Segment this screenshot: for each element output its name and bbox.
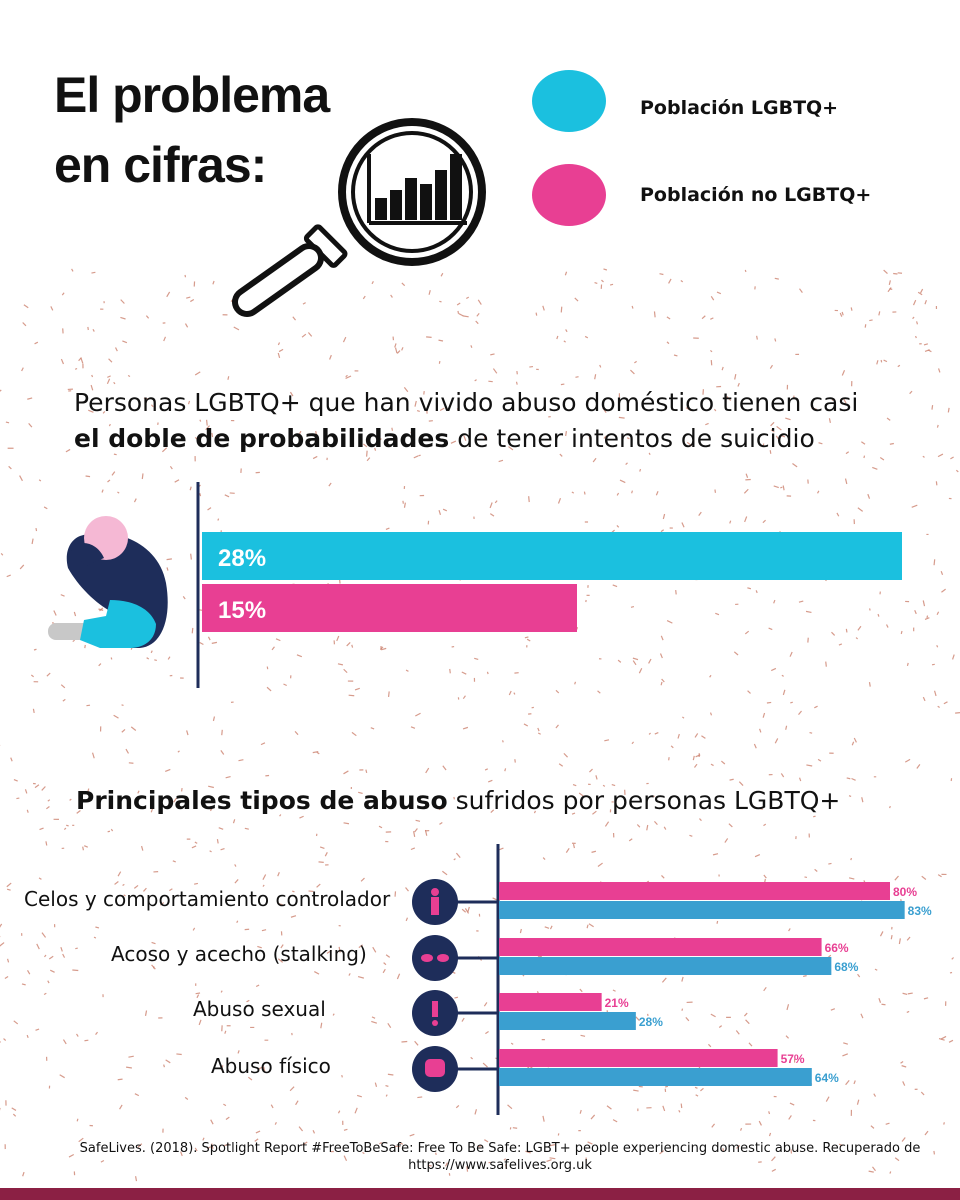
category-label-sexual-abuse: Abuso sexual (193, 997, 326, 1021)
bar-label-eyes-non-lgbtq: 66% (825, 941, 849, 955)
subtitle-end: de tener intentos de suicidio (457, 424, 815, 453)
bar-label-person-lgbtq: 83% (908, 904, 932, 918)
abuse-types-title-bold: Principales tipos de abuso (76, 786, 448, 815)
bar-eyes-non-lgbtq (499, 938, 822, 956)
subtitle-bold: el doble de probabilidades (74, 424, 450, 453)
abuse-types-bar-chart: 80% 66% 21% 57% 83% 68% 28% 64% (412, 844, 932, 1115)
subtitle-line-1: Personas LGBTQ+ que han vivido abuso dom… (74, 388, 859, 417)
page-title: El problema en cifras: (54, 60, 330, 200)
source-footer: SafeLives. (2018). Spotlight Report #Fre… (40, 1140, 960, 1174)
bar-lgbtq (202, 532, 902, 580)
bar-fist-non-lgbtq (499, 1049, 778, 1067)
magnifier-chart-icon (232, 118, 486, 317)
bar-label-eyes-lgbtq: 68% (834, 960, 858, 974)
bar-label-exclamation-lgbtq: 28% (639, 1015, 663, 1029)
legend-non-lgbtq-dot (532, 164, 606, 226)
legend-lgbtq-label: Población LGBTQ+ (640, 97, 839, 119)
legend-lgbtq-dot (532, 70, 606, 132)
category-label-jealousy: Celos y comportamiento controlador (24, 887, 391, 911)
title-line-2: en cifras: (54, 137, 267, 193)
bar-label-exclamation-non-lgbtq: 21% (605, 996, 629, 1010)
title-line-1: El problema (54, 67, 330, 123)
bar-person-non-lgbtq (499, 882, 890, 900)
bar-fist-lgbtq (499, 1068, 812, 1086)
abuse-types-title-rest: sufridos por personas LGBTQ+ (455, 786, 841, 815)
bar-person-lgbtq (499, 901, 905, 919)
footer-bar (0, 1188, 960, 1200)
bar-exclamation-non-lgbtq (499, 993, 602, 1011)
subtitle-line-2: el doble de probabilidades de tener inte… (74, 421, 858, 457)
bar-label-fist-non-lgbtq: 57% (781, 1052, 805, 1066)
fist-glyph (425, 1059, 445, 1077)
eyes-icon (412, 935, 458, 981)
footer-line-2: https://www.safelives.org.uk (408, 1158, 592, 1173)
bar-label-person-non-lgbtq: 80% (893, 885, 917, 899)
person-glyph (431, 888, 439, 915)
abuse-types-title: Principales tipos de abuso sufridos por … (76, 786, 840, 815)
bar-label-non-lgbtq: 15% (218, 597, 266, 624)
bar-label-lgbtq: 28% (218, 545, 266, 572)
exclamation-glyph (432, 1001, 438, 1026)
bar-label-fist-lgbtq: 64% (815, 1071, 839, 1085)
suicide-attempts-bar-chart: 28% 15% (196, 482, 902, 688)
suicide-stat-subtitle: Personas LGBTQ+ que han vivido abuso dom… (74, 385, 858, 457)
eyes-glyph (421, 954, 449, 962)
category-label-physical-abuse: Abuso físico (211, 1054, 331, 1078)
bar-eyes-lgbtq (499, 957, 832, 975)
legend-non-lgbtq-label: Población no LGBTQ+ (640, 184, 872, 206)
bar-exclamation-lgbtq (499, 1012, 636, 1030)
bar-non-lgbtq (202, 584, 577, 632)
footer-line-1: SafeLives. (2018). Spotlight Report #Fre… (79, 1141, 921, 1156)
person-sitting-icon (48, 516, 168, 648)
category-label-stalking: Acoso y acecho (stalking) (111, 942, 367, 966)
